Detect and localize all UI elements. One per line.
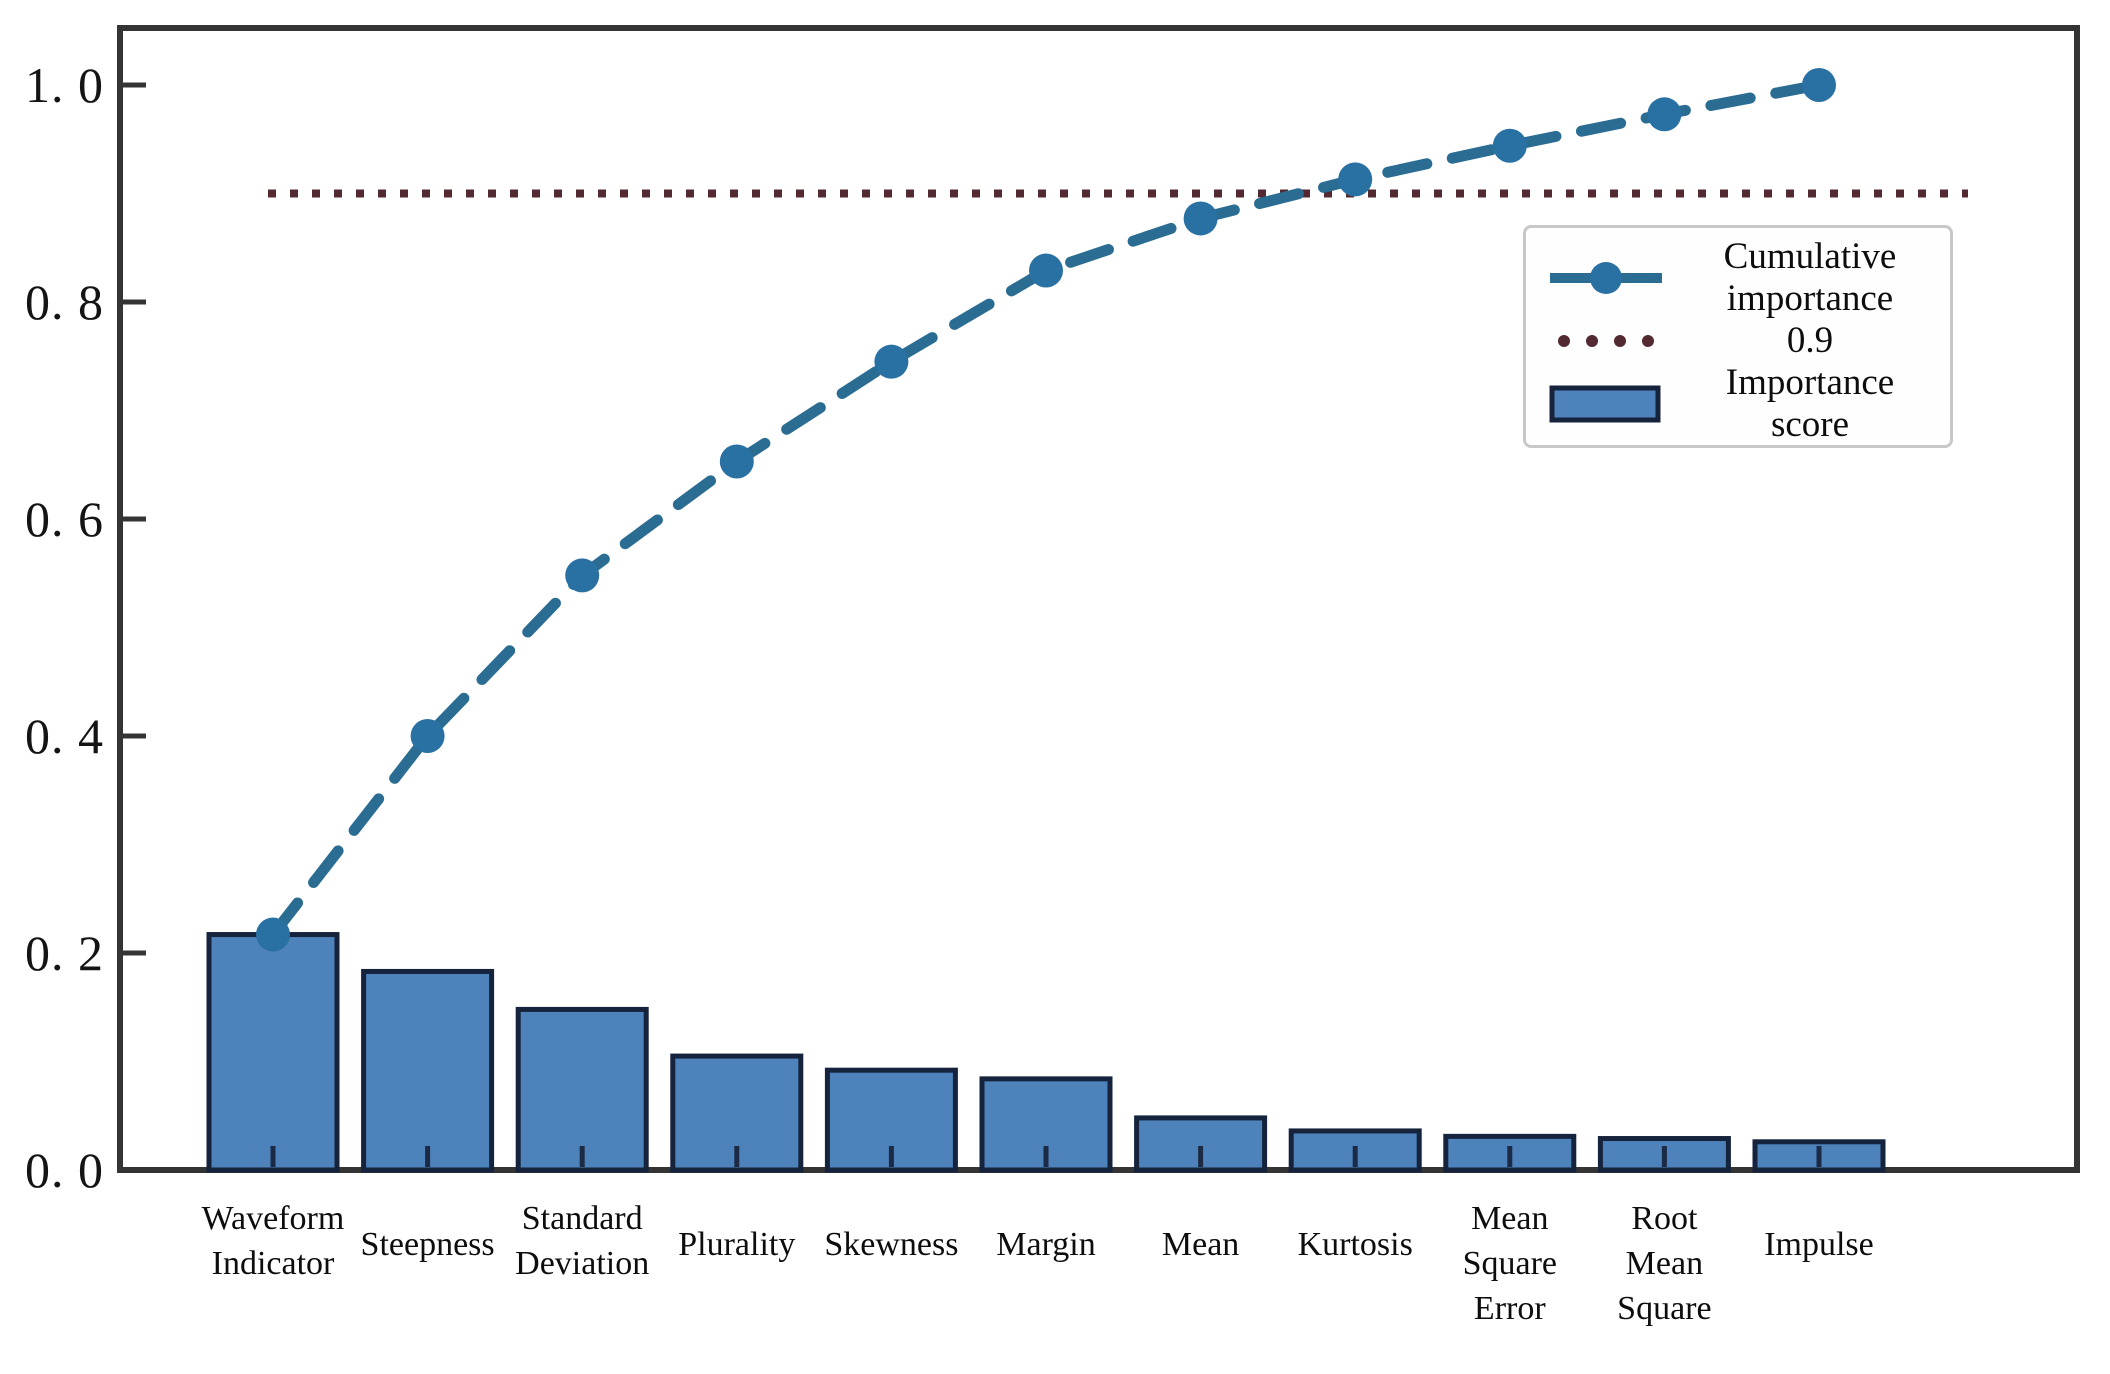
legend-text-line: 0.9	[1786, 320, 1834, 361]
cumulative-marker-3	[719, 444, 754, 479]
dotted-line-icon	[1558, 335, 1654, 347]
legend-label-cumulative-importance: Cumulative importance	[1676, 236, 1944, 320]
legend-label-threshold: 0.9	[1676, 320, 1944, 362]
x-category-label-2: Standard Deviation	[515, 1200, 650, 1282]
y-tick-label: 0. 4	[25, 708, 104, 764]
cumulative-marker-1	[410, 719, 445, 753]
cumulative-marker-9	[1647, 97, 1682, 132]
cumulative-marker-4	[874, 344, 909, 379]
legend-text-line: importance	[1726, 278, 1894, 319]
x-category-label-5: Margin	[996, 1226, 1096, 1263]
y-tick-label: 0. 8	[25, 274, 104, 330]
x-category-label-10: Impulse	[1764, 1226, 1874, 1263]
cumulative-marker-6	[1183, 201, 1218, 236]
cumulative-marker-8	[1492, 128, 1527, 163]
cumulative-marker-0	[256, 917, 290, 952]
x-category-label-3: Plurality	[678, 1226, 796, 1263]
legend-text-line: Cumulative	[1723, 236, 1897, 277]
cumulative-marker-5	[1029, 253, 1063, 288]
legend-dotted-line-swatch	[1536, 329, 1676, 353]
y-tick-label: 1. 0	[25, 57, 104, 113]
y-tick-label: 0. 6	[25, 491, 104, 547]
line-marker-icon	[1550, 262, 1662, 294]
cumulative-marker-7	[1338, 162, 1373, 197]
x-category-label-1: Steepness	[360, 1226, 495, 1263]
cumulative-marker-2	[565, 558, 600, 593]
x-category-label-0: Waveform Indicator	[201, 1200, 345, 1282]
legend-text-line: Importance	[1725, 362, 1895, 403]
bar-swatch-icon	[1549, 385, 1661, 423]
legend-label-importance-score: Importance score	[1676, 362, 1944, 446]
chart-legend: Cumulative importance 0.9	[1523, 225, 1953, 448]
x-category-label-6: Mean	[1161, 1226, 1240, 1263]
legend-entry-cumulative-importance: Cumulative importance	[1536, 236, 1944, 320]
y-tick-label: 0. 0	[25, 1142, 104, 1198]
y-tick-label: 0. 2	[25, 925, 104, 981]
legend-entry-threshold: 0.9	[1536, 320, 1944, 362]
x-category-label-8: Mean Square Error	[1462, 1200, 1557, 1327]
x-category-label-4: Skewness	[824, 1226, 959, 1263]
legend-text-line: score	[1770, 404, 1850, 445]
x-category-label-7: Kurtosis	[1297, 1226, 1413, 1263]
legend-entry-importance-score: Importance score	[1536, 362, 1944, 446]
importance-bar-2	[515, 1006, 649, 1173]
cumulative-marker-10	[1802, 68, 1836, 102]
x-category-label-9: Root Mean Square	[1617, 1200, 1712, 1327]
legend-bar-swatch	[1536, 381, 1676, 427]
legend-line-with-marker-swatch	[1536, 255, 1676, 301]
importance-bar-0	[206, 932, 340, 1173]
importance-bar-4	[824, 1067, 958, 1173]
importance-bar-1	[361, 968, 495, 1173]
cumulative-importance-line	[267, 79, 1825, 941]
